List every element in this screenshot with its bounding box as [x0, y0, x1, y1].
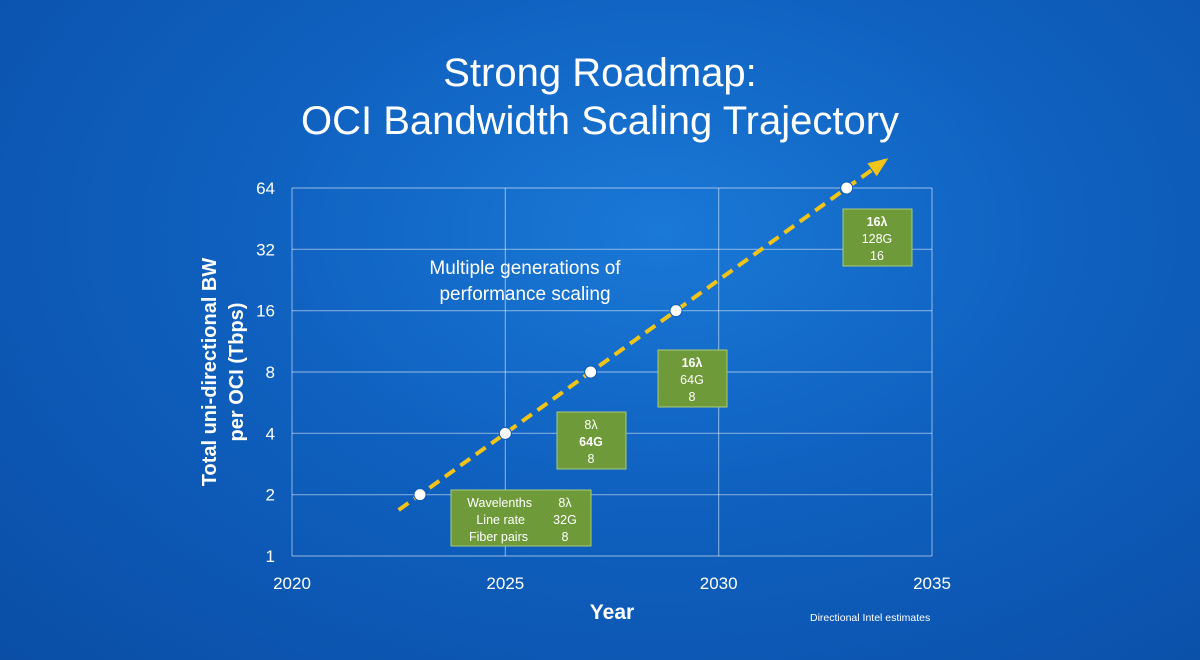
footnote: Directional Intel estimates — [810, 612, 930, 624]
data-points — [413, 181, 854, 502]
data-point — [669, 304, 683, 318]
box3-line1: 16λ — [682, 356, 703, 370]
box3-line3: 8 — [689, 390, 696, 404]
x-axis-label: Year — [590, 601, 634, 624]
data-point — [584, 365, 598, 379]
spec-box-2033: 16λ 128G 16 — [842, 208, 913, 267]
data-point — [413, 488, 427, 502]
box1-row3-label: Fiber pairs — [469, 530, 528, 544]
title-line-2: OCI Bandwidth Scaling Trajectory — [300, 99, 900, 143]
y-axis-label-line-1: Total uni-directional BW — [199, 258, 221, 487]
trend-arrow-head — [867, 158, 889, 177]
annotation-line-2: performance scaling — [439, 284, 610, 305]
y-axis-label-line-2: per OCI (Tbps) — [226, 303, 248, 442]
spec-box-2027: 8λ 64G 8 — [556, 411, 627, 470]
y-tick-label: 4 — [266, 424, 275, 443]
box1-row1-label: Wavelenths — [467, 496, 532, 510]
y-tick-label: 64 — [256, 179, 275, 198]
title-line-1: Strong Roadmap: — [443, 51, 757, 95]
box1-row2-value: 32G — [553, 513, 577, 527]
box4-line1: 16λ — [867, 215, 888, 229]
y-tick-label: 32 — [256, 240, 275, 259]
spec-box-2023: Wavelenths 8λ Line rate 32G Fiber pairs … — [450, 489, 592, 547]
x-tick-label: 2035 — [913, 574, 951, 593]
box1-row3-value: 8 — [562, 530, 569, 544]
box1-row2-label: Line rate — [476, 513, 525, 527]
data-point — [498, 426, 512, 440]
y-tick-label: 2 — [266, 486, 275, 505]
y-tick-label: 16 — [256, 302, 275, 321]
x-tick-labels: 2020 2025 2030 2035 — [273, 574, 951, 593]
box4-line3: 16 — [870, 249, 884, 263]
x-tick-label: 2030 — [700, 574, 738, 593]
box2-line2: 64G — [579, 435, 603, 449]
box2-line3: 8 — [588, 452, 595, 466]
trend-dashed-line — [397, 158, 887, 512]
box4-line2: 128G — [862, 232, 893, 246]
data-point — [840, 181, 854, 195]
box2-line1: 8λ — [584, 418, 598, 432]
grid-lines — [291, 187, 933, 557]
spec-box-2029: 16λ 64G 8 — [657, 349, 728, 408]
x-tick-label: 2020 — [273, 574, 311, 593]
trend-line — [397, 158, 889, 512]
x-tick-label: 2025 — [486, 574, 524, 593]
y-tick-labels: 1 2 4 8 16 32 64 — [256, 179, 275, 566]
y-tick-label: 1 — [266, 547, 275, 566]
box3-line2: 64G — [680, 373, 704, 387]
box1-row1-value: 8λ — [558, 496, 572, 510]
annotation-line-1: Multiple generations of — [429, 258, 621, 279]
y-tick-label: 8 — [266, 363, 275, 382]
